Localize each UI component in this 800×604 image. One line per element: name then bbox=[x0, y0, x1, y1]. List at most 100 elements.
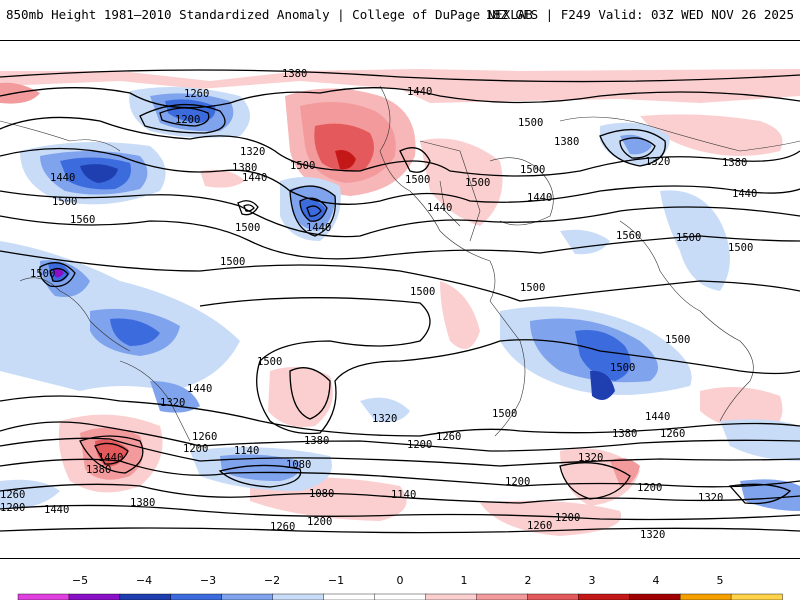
svg-text:1380: 1380 bbox=[722, 157, 747, 169]
colorbar-segment bbox=[68, 593, 121, 601]
svg-text:1500: 1500 bbox=[465, 177, 490, 189]
svg-text:1500: 1500 bbox=[52, 196, 77, 208]
colorbar-segment bbox=[679, 593, 732, 601]
svg-text:1320: 1320 bbox=[640, 529, 665, 541]
colorbar-segment bbox=[323, 593, 376, 601]
model-run-info: 18Z GFS | F249 Valid: 03Z WED NOV 26 202… bbox=[485, 7, 794, 22]
svg-text:1260: 1260 bbox=[527, 520, 552, 532]
svg-text:1200: 1200 bbox=[505, 476, 530, 488]
colorbar-tick-label: 5 bbox=[717, 574, 724, 587]
anomaly-colorbar: −5 −4 −3 −2 −1 0 1 2 3 4 5 bbox=[0, 566, 800, 601]
svg-text:1260: 1260 bbox=[192, 431, 217, 443]
svg-text:1320: 1320 bbox=[160, 397, 185, 409]
svg-text:1500: 1500 bbox=[676, 232, 701, 244]
map-canvas: 1380 1440 1260 1200 1320 1380 1440 1500 … bbox=[0, 68, 800, 541]
contour-labels: 1380 1440 1260 1200 1320 1380 1440 1500 … bbox=[0, 68, 757, 541]
svg-text:1440: 1440 bbox=[242, 172, 267, 184]
colorbar-segment bbox=[221, 593, 274, 601]
svg-text:1320: 1320 bbox=[578, 452, 603, 464]
svg-text:1140: 1140 bbox=[391, 489, 416, 501]
svg-text:1560: 1560 bbox=[616, 230, 641, 242]
colorbar-tick-label: 3 bbox=[589, 574, 596, 587]
colorbar-segments bbox=[17, 593, 783, 601]
svg-text:1440: 1440 bbox=[407, 86, 432, 98]
svg-text:1260: 1260 bbox=[270, 521, 295, 533]
colorbar-tick-label: 1 bbox=[461, 574, 468, 587]
colorbar-segment bbox=[527, 593, 579, 601]
svg-text:1320: 1320 bbox=[645, 156, 670, 168]
height-contours bbox=[0, 69, 800, 534]
colorbar-tick-label: −4 bbox=[136, 574, 152, 587]
svg-text:1500: 1500 bbox=[492, 408, 517, 420]
colorbar-tick-label: 2 bbox=[525, 574, 532, 587]
svg-text:1440: 1440 bbox=[527, 192, 552, 204]
svg-text:1500: 1500 bbox=[290, 160, 315, 172]
svg-text:1140: 1140 bbox=[234, 445, 259, 457]
colorbar-tick-label: −1 bbox=[328, 574, 344, 587]
svg-text:1320: 1320 bbox=[372, 413, 397, 425]
svg-text:1500: 1500 bbox=[520, 282, 545, 294]
colorbar-segment bbox=[272, 593, 325, 601]
svg-text:1200: 1200 bbox=[183, 443, 208, 455]
svg-text:1200: 1200 bbox=[0, 502, 25, 514]
colorbar-labels: −5 −4 −3 −2 −1 0 1 2 3 4 5 bbox=[72, 574, 724, 587]
svg-text:1380: 1380 bbox=[612, 428, 637, 440]
svg-text:1500: 1500 bbox=[30, 268, 55, 280]
header-bar: 850mb Height 1981–2010 Standardized Anom… bbox=[0, 0, 800, 32]
colorbar-tick-label: −3 bbox=[200, 574, 216, 587]
svg-text:1380: 1380 bbox=[304, 435, 329, 447]
negative-anomaly-shading bbox=[0, 87, 800, 511]
svg-text:1380: 1380 bbox=[554, 136, 579, 148]
colorbar-segment bbox=[170, 593, 223, 601]
svg-text:1260: 1260 bbox=[660, 428, 685, 440]
svg-text:1200: 1200 bbox=[175, 114, 200, 126]
svg-text:1080: 1080 bbox=[286, 459, 311, 471]
colorbar-segment bbox=[476, 593, 529, 601]
svg-text:1500: 1500 bbox=[520, 164, 545, 176]
svg-text:1380: 1380 bbox=[86, 464, 111, 476]
map-title: 850mb Height 1981–2010 Standardized Anom… bbox=[6, 7, 533, 22]
colorbar-tick-label: 4 bbox=[653, 574, 660, 587]
colorbar-tick-label: −5 bbox=[72, 574, 88, 587]
colorbar-segment bbox=[119, 593, 172, 601]
svg-text:1200: 1200 bbox=[307, 516, 332, 528]
svg-text:1500: 1500 bbox=[410, 286, 435, 298]
svg-text:1440: 1440 bbox=[306, 222, 331, 234]
colorbar-segment bbox=[730, 593, 783, 601]
svg-text:1200: 1200 bbox=[407, 439, 432, 451]
colorbar-segment bbox=[425, 593, 478, 601]
svg-text:1500: 1500 bbox=[405, 174, 430, 186]
svg-text:1440: 1440 bbox=[732, 188, 757, 200]
svg-text:1080: 1080 bbox=[309, 488, 334, 500]
colorbar-segment bbox=[578, 593, 630, 601]
svg-text:1440: 1440 bbox=[187, 383, 212, 395]
map-panel: 1380 1440 1260 1200 1320 1380 1440 1500 … bbox=[0, 40, 800, 559]
svg-text:1200: 1200 bbox=[637, 482, 662, 494]
svg-text:1320: 1320 bbox=[240, 146, 265, 158]
svg-text:1260: 1260 bbox=[0, 489, 25, 501]
svg-text:1500: 1500 bbox=[665, 334, 690, 346]
svg-text:1500: 1500 bbox=[220, 256, 245, 268]
colorbar-segment bbox=[629, 593, 681, 601]
colorbar-canvas: −5 −4 −3 −2 −1 0 1 2 3 4 5 bbox=[17, 574, 783, 601]
svg-text:1440: 1440 bbox=[645, 411, 670, 423]
svg-text:1500: 1500 bbox=[257, 356, 282, 368]
svg-text:1380: 1380 bbox=[130, 497, 155, 509]
svg-text:1320: 1320 bbox=[698, 492, 723, 504]
svg-text:1500: 1500 bbox=[728, 242, 753, 254]
svg-text:1500: 1500 bbox=[235, 222, 260, 234]
colorbar-segment bbox=[374, 593, 427, 601]
colorbar-tick-label: −2 bbox=[264, 574, 280, 587]
svg-text:1440: 1440 bbox=[44, 504, 69, 516]
svg-text:1500: 1500 bbox=[518, 117, 543, 129]
svg-text:1380: 1380 bbox=[282, 68, 307, 80]
svg-text:1200: 1200 bbox=[555, 512, 580, 524]
svg-text:1260: 1260 bbox=[436, 431, 461, 443]
svg-text:1560: 1560 bbox=[70, 214, 95, 226]
colorbar-tick-label: 0 bbox=[397, 574, 404, 587]
colorbar-segment bbox=[17, 593, 70, 601]
svg-text:1440: 1440 bbox=[427, 202, 452, 214]
svg-text:1380: 1380 bbox=[232, 162, 257, 174]
svg-text:1440: 1440 bbox=[98, 452, 123, 464]
svg-text:1500: 1500 bbox=[610, 362, 635, 374]
